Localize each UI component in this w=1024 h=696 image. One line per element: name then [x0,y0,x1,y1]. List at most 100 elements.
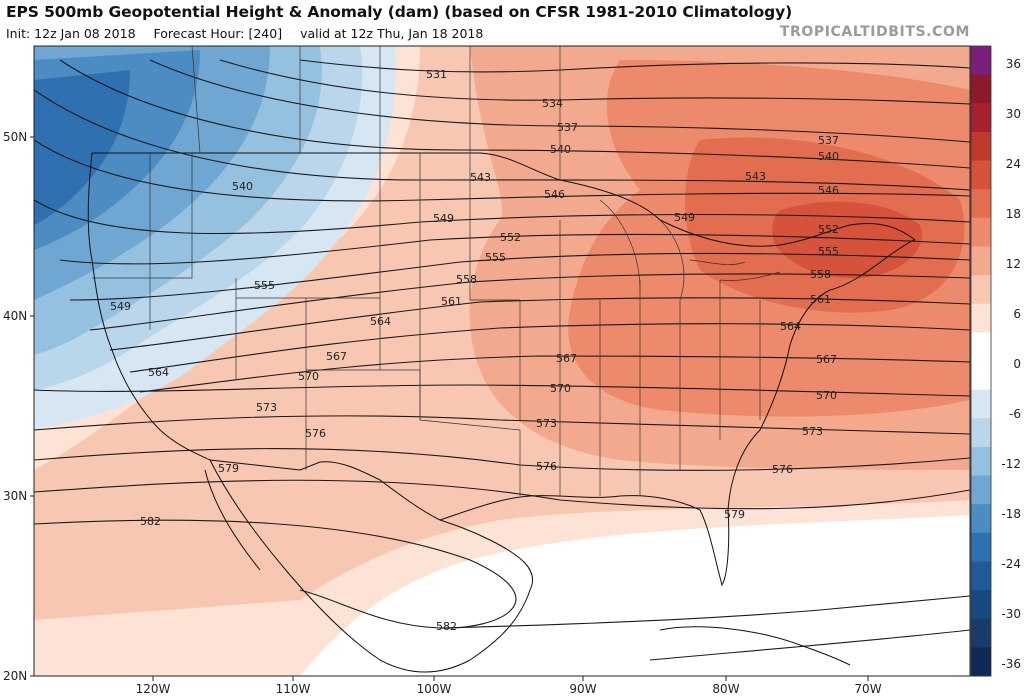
colorbar-segment [971,74,991,104]
colorbar-tick-label: -18 [1001,507,1021,521]
contour-label: 573 [256,401,277,414]
contour-label: 546 [818,184,839,197]
contour-549 [34,199,970,235]
colorbar-segment [971,446,991,477]
contour-label: 576 [305,427,326,440]
colorbar-segment [971,389,991,419]
colorbar-segment [971,189,991,219]
contour-582-south [439,595,970,629]
colorbar-tick-label: -24 [1001,557,1021,571]
colorbar-segment [971,303,991,333]
contour-561 [109,297,970,351]
colorbar-tick-label: 12 [1006,257,1021,271]
contour-label: 549 [433,212,454,225]
contour-540 [59,59,970,169]
contour-label: 579 [724,508,745,521]
colorbar-segment [971,131,991,162]
colorbar-tick-label: 6 [1013,307,1021,321]
contour-label: 573 [802,425,823,438]
us-east-coast [759,239,916,431]
lon-label-80w: 80W [712,682,739,696]
colorbar-segment [971,418,991,448]
lat-label-20n: 20N [3,669,27,683]
colorbar-segment [971,361,991,391]
cuba-coast [659,626,851,666]
lon-label-110w: 110W [276,682,311,696]
contour-label: 561 [441,295,462,308]
gulf-coast [439,429,761,587]
colorbar-tick-label: 36 [1006,57,1021,71]
colorbar-segment [971,46,991,76]
contour-558 [89,273,970,331]
contour-label: 540 [818,150,839,163]
contour-label: 555 [485,251,506,264]
contour-label: 564 [780,320,801,333]
contour-label: 558 [810,268,831,281]
colorbar-tick-label: 18 [1006,207,1021,221]
contour-label: 564 [370,315,391,328]
lat-label-50n: 50N [3,130,27,144]
map-header: EPS 500mb Geopotential Height & Anomaly … [0,0,1024,46]
contour-label-layer: 531 534 537 537 540 540 540 543 543 546 … [110,68,839,633]
contour-label: 576 [772,463,793,476]
contour-label: 546 [544,188,565,201]
forecast-hour: Forecast Hour: [240] [153,26,283,41]
mexico-coast [209,459,533,673]
colorbar-segment [971,160,991,190]
colorbar-tick-label: 30 [1006,107,1021,121]
lon-label-70w: 70W [854,682,881,696]
contour-label: 573 [536,417,557,430]
canada-provinces [191,46,561,180]
colorbar-frame [970,45,992,677]
brand-watermark: TROPICALTIDBITS.COM [779,24,970,40]
colorbar-segment [971,332,991,362]
contour-label: 555 [254,279,275,292]
lon-label-120w: 120W [136,682,171,696]
contour-label: 558 [456,273,477,286]
colorbar-segment [971,590,991,620]
height-contours [34,59,970,661]
valid-time: valid at 12z Thu, Jan 18 2018 [300,26,484,41]
lat-label-30n: 30N [3,489,27,503]
contour-564 [129,323,970,373]
contour-579 [34,479,970,510]
contour-label: 531 [426,68,447,81]
contour-label: 543 [470,171,491,184]
contour-label: 534 [542,97,563,110]
great-lakes [599,199,781,301]
lat-label-40n: 40N [3,309,27,323]
contour-label: 570 [298,370,319,383]
contour-label: 540 [550,143,571,156]
contour-label: 552 [500,231,521,244]
contour-label: 576 [536,460,557,473]
colorbar: 36 30 24 18 12 6 0 -6 -12 -18 -24 -30 -36 [970,45,1021,677]
lon-axis: 120W 110W 100W 90W 80W 70W [136,676,882,696]
contour-label: 570 [816,389,837,402]
colorbar-segment [971,561,991,591]
contour-label: 579 [218,462,239,475]
contour-label: 555 [818,245,839,258]
contour-573 [34,415,970,435]
colorbar-tick-label: -30 [1001,607,1021,621]
colorbar-segment [971,103,991,133]
contour-570 [34,384,970,397]
contour-label: 537 [818,134,839,147]
contour-label: 564 [148,366,169,379]
contour-534 [219,59,970,105]
state-lines-central [419,153,761,496]
colorbar-segment [971,217,991,247]
contour-label: 582 [140,515,161,528]
contour-567 [139,355,970,393]
colorbar-segment [971,647,991,677]
colorbar-segment [971,532,991,562]
us-canada-border [92,152,916,247]
contour-label: 543 [745,170,766,183]
colorbar-tick-label: 0 [1013,357,1021,371]
colorbar-tick-label: -6 [1009,407,1021,421]
colorbar-segment [971,246,991,276]
colorbar-tick-label: 24 [1006,157,1021,171]
colorbar-segment [971,618,991,648]
contour-label: 582 [436,620,457,633]
contour-585 [649,629,970,661]
